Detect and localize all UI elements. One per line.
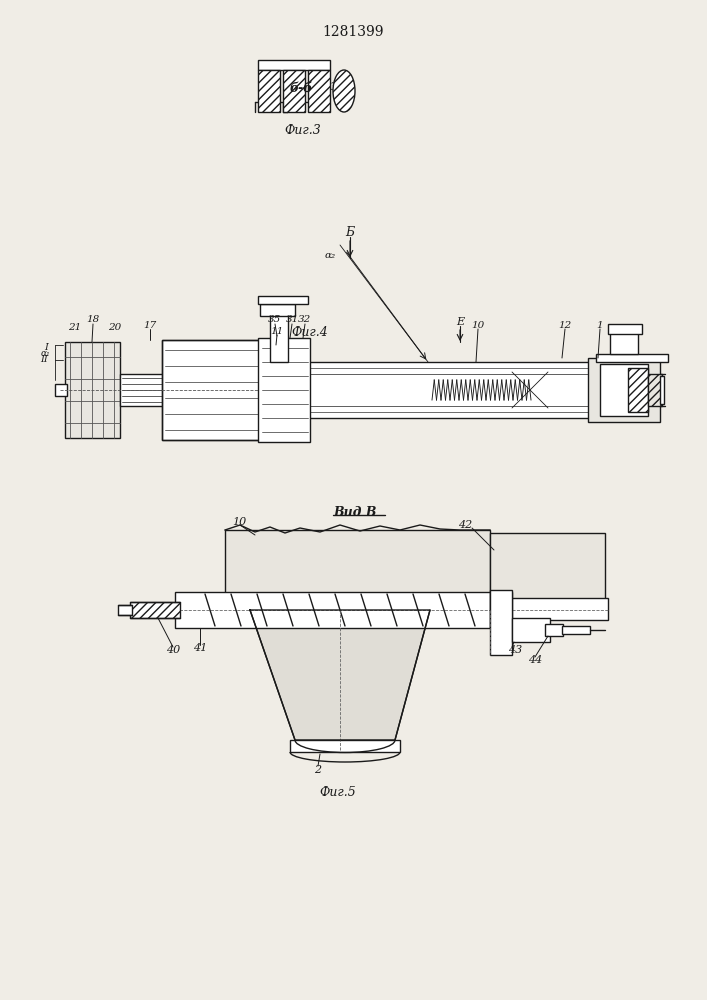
Text: 17: 17 — [144, 320, 157, 330]
Text: 12: 12 — [559, 320, 572, 330]
Bar — [283, 70, 305, 112]
Text: Вид В: Вид В — [333, 506, 377, 518]
Bar — [260, 362, 590, 418]
Ellipse shape — [333, 70, 355, 112]
Text: 35: 35 — [269, 316, 281, 324]
Bar — [608, 324, 642, 334]
Bar — [55, 384, 67, 396]
Bar — [175, 592, 490, 628]
Bar — [120, 374, 165, 406]
Text: 1: 1 — [597, 320, 603, 330]
Bar — [562, 626, 590, 634]
Bar — [600, 364, 648, 416]
Text: 18: 18 — [86, 316, 100, 324]
Bar — [162, 340, 262, 440]
Bar — [308, 70, 330, 112]
Bar — [648, 374, 662, 406]
Text: 42: 42 — [458, 520, 472, 530]
Bar — [260, 304, 295, 316]
Text: 35: 35 — [330, 82, 344, 92]
Bar — [258, 338, 310, 442]
Bar — [660, 376, 664, 404]
Bar — [290, 740, 400, 752]
Text: Б: Б — [346, 226, 355, 238]
Text: 2: 2 — [315, 765, 322, 775]
Text: Фиг.5: Фиг.5 — [320, 786, 356, 798]
Bar — [258, 296, 308, 304]
Bar — [512, 598, 608, 620]
Text: 31: 31 — [286, 316, 298, 324]
Text: 43: 43 — [508, 645, 522, 655]
Text: Фиг.4: Фиг.4 — [291, 326, 328, 338]
Text: 21: 21 — [69, 324, 81, 332]
Bar — [225, 530, 490, 610]
Text: Фиг.3: Фиг.3 — [285, 123, 322, 136]
Text: I: I — [44, 344, 48, 353]
Bar — [596, 354, 668, 362]
Text: 10: 10 — [232, 517, 246, 527]
Bar — [258, 60, 330, 70]
Bar — [162, 340, 262, 440]
Bar — [270, 314, 288, 362]
Bar — [588, 358, 660, 422]
Text: 44: 44 — [528, 655, 542, 665]
Bar — [130, 602, 180, 618]
Bar — [258, 70, 280, 112]
Text: 10: 10 — [472, 320, 484, 330]
Bar — [512, 618, 550, 642]
Bar — [628, 368, 648, 412]
Bar — [490, 590, 512, 655]
Bar — [490, 533, 605, 605]
Bar — [118, 605, 132, 615]
Text: II: II — [40, 356, 48, 364]
Bar — [545, 624, 563, 636]
Bar — [610, 332, 638, 354]
Text: 20: 20 — [108, 324, 122, 332]
Text: 32: 32 — [298, 316, 312, 324]
Text: 40: 40 — [166, 645, 180, 655]
Text: 1281399: 1281399 — [322, 25, 384, 39]
Bar — [65, 342, 120, 438]
Polygon shape — [250, 610, 430, 740]
Text: б-б: б-б — [290, 82, 313, 95]
Text: 11: 11 — [270, 328, 284, 336]
Bar — [490, 592, 512, 628]
Text: E: E — [456, 317, 464, 327]
Text: 41: 41 — [193, 643, 207, 653]
Text: α₁: α₁ — [40, 350, 50, 359]
Text: α₂: α₂ — [325, 250, 336, 259]
Circle shape — [496, 605, 506, 615]
